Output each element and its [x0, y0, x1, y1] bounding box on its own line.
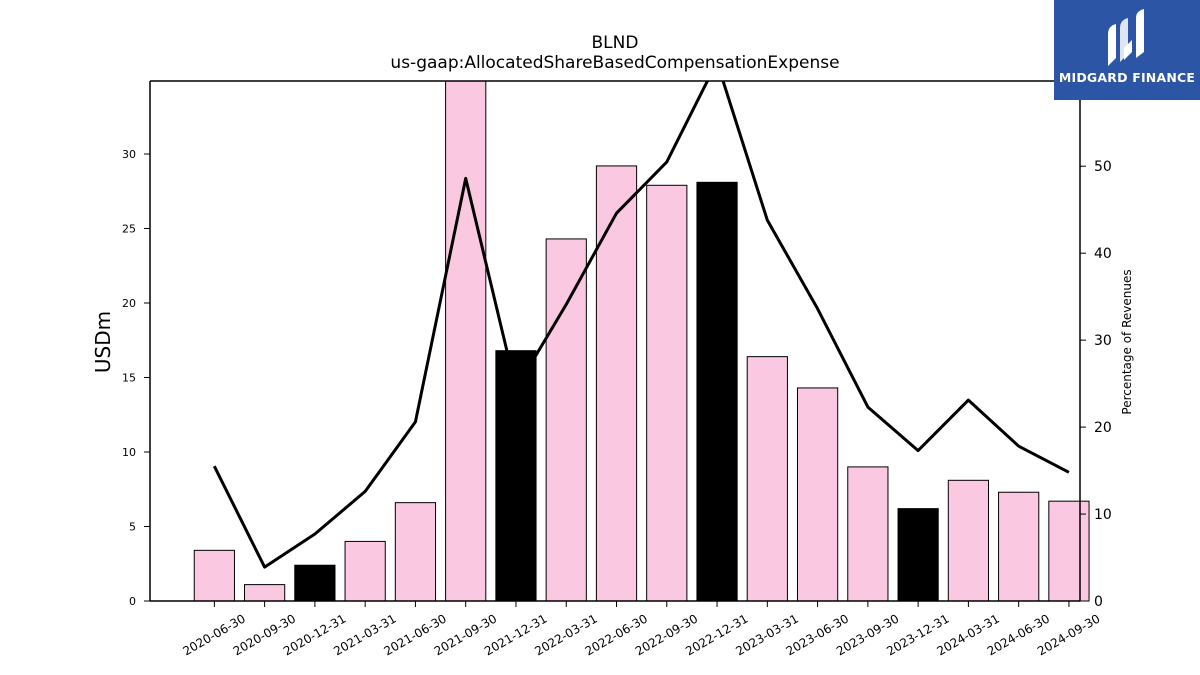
bar-2024-09-30 — [1048, 500, 1090, 602]
y2-tick-label: 30 — [1094, 333, 1112, 349]
y2-tick-label: 50 — [1094, 159, 1112, 175]
y2-tick-label: 40 — [1094, 246, 1112, 262]
bar-2022-06-30 — [595, 165, 638, 602]
bar-2023-03-31 — [746, 356, 788, 602]
chart-title: BLND — [592, 33, 639, 53]
bar-2022-12-31 — [696, 181, 738, 602]
y-axis-label: USDm — [91, 311, 115, 373]
bar-2022-09-30 — [646, 184, 688, 602]
bar-2021-09-30 — [445, 80, 487, 602]
y2-tick-label: 20 — [1094, 420, 1112, 436]
bar-2020-06-30 — [193, 549, 235, 602]
brand-logo: MIDGARD FINANCE — [1054, 0, 1200, 100]
bar-2024-06-30 — [998, 491, 1040, 602]
bar-2020-09-30 — [244, 584, 286, 602]
bar-2021-03-31 — [344, 540, 386, 602]
y-tick-label: 15 — [122, 372, 136, 385]
bars-group — [193, 80, 1090, 602]
line-percentage-of-revenues — [212, 81, 1070, 569]
bar-2023-06-30 — [796, 387, 839, 602]
bar-2022-03-31 — [545, 238, 587, 602]
bar-2023-09-30 — [847, 466, 889, 602]
y-tick-label: 30 — [122, 148, 136, 161]
y-tick-label: 0 — [129, 595, 136, 608]
bar-2021-06-30 — [394, 502, 437, 602]
y2-tick-label: 10 — [1094, 507, 1112, 523]
y-tick-label: 25 — [122, 223, 136, 236]
y2-tick-label: 0 — [1094, 594, 1103, 610]
bar-2023-12-31 — [897, 508, 939, 602]
y2-axis-label: Percentage of Revenues — [1120, 269, 1134, 414]
y-tick-label: 20 — [122, 297, 136, 310]
chart-subtitle: us-gaap:AllocatedShareBasedCompensationE… — [390, 53, 839, 73]
y-tick-label: 10 — [122, 446, 136, 459]
brand-name: MIDGARD FINANCE — [1058, 70, 1196, 85]
bar-2020-12-31 — [294, 564, 336, 602]
line-group — [212, 81, 1070, 569]
midgard-logo-icon — [1108, 9, 1144, 66]
bar-2024-03-31 — [947, 479, 990, 602]
y-tick-label: 5 — [129, 521, 136, 534]
